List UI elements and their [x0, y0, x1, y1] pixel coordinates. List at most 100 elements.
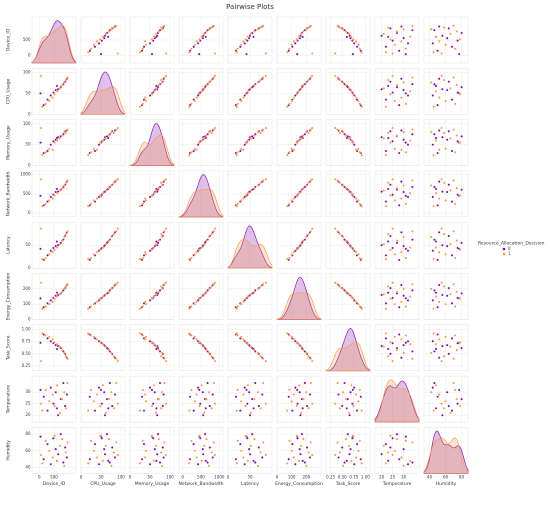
scatter-point	[249, 32, 253, 36]
scatter-point	[352, 38, 355, 41]
scatter-point	[344, 83, 348, 87]
scatter-point	[102, 391, 106, 394]
kde-area	[178, 189, 224, 218]
scatter-point	[236, 439, 239, 442]
scatter-point	[350, 191, 353, 195]
y-tick-label: 1.00	[22, 327, 31, 332]
scatter-point	[441, 293, 444, 297]
x-tick-label: 500	[197, 474, 205, 479]
scatter-point	[210, 131, 213, 135]
panel	[80, 324, 126, 371]
scatter-point	[65, 393, 69, 396]
x-tick-label: 50	[98, 474, 104, 479]
y-axis-label: Network_Bandwidth	[6, 171, 12, 216]
scatter-point	[460, 85, 463, 89]
scatter-point	[436, 333, 439, 336]
scatter-point	[341, 404, 344, 408]
scatter-point	[53, 248, 56, 251]
scatter-point	[411, 289, 414, 292]
scatter-point	[244, 141, 247, 144]
scatter-point	[384, 149, 388, 153]
scatter-point	[384, 153, 388, 157]
scatter-point	[246, 295, 249, 298]
y-tick-label: 0	[28, 210, 31, 215]
scatter-point	[58, 293, 62, 296]
scatter-point	[190, 102, 193, 106]
scatter-point	[212, 128, 216, 131]
scatter-point	[247, 391, 251, 394]
scatter-point	[344, 186, 348, 190]
scatter-point	[235, 409, 238, 412]
panel	[178, 427, 224, 474]
scatter-point	[449, 345, 452, 348]
y-axis-label: Device_ID	[6, 28, 12, 51]
scatter-point	[354, 250, 358, 254]
scatter-point	[161, 404, 164, 408]
scatter-point	[236, 388, 239, 392]
scatter-point	[384, 204, 388, 208]
scatter-point	[300, 345, 303, 348]
x-tick-label: 0.25	[326, 474, 335, 479]
panel	[423, 427, 469, 474]
scatter-point	[433, 28, 436, 32]
scatter-point	[98, 141, 102, 144]
scatter-point	[58, 87, 62, 90]
scatter-point	[193, 400, 196, 403]
scatter-point	[204, 35, 207, 39]
scatter-point	[236, 151, 239, 154]
scatter-point	[438, 300, 441, 304]
scatter-point	[436, 49, 439, 52]
scatter-point	[431, 249, 434, 252]
scatter-point	[402, 190, 405, 194]
scatter-point	[352, 141, 355, 144]
scatter-point	[154, 444, 158, 447]
scatter-point	[432, 105, 435, 108]
panel	[129, 273, 175, 320]
scatter-point	[235, 204, 238, 208]
scatter-point	[344, 437, 348, 441]
panel	[129, 221, 175, 269]
scatter-point	[244, 38, 247, 41]
scatter-point	[400, 356, 403, 359]
scatter-point	[447, 183, 450, 186]
x-tick-label: 0	[276, 474, 279, 479]
scatter-point	[256, 287, 260, 291]
scatter-point	[208, 404, 211, 408]
scatter-point	[402, 464, 405, 468]
scatter-point	[58, 243, 62, 246]
scatter-point	[334, 74, 337, 78]
scatter-point	[107, 348, 111, 352]
scatter-point	[384, 337, 388, 340]
scatter-point	[198, 38, 201, 41]
scatter-point	[432, 153, 435, 157]
scatter-point	[398, 103, 401, 107]
x-tick-label: 0	[38, 474, 41, 479]
panel	[423, 221, 469, 269]
scatter-point	[395, 85, 399, 89]
scatter-point	[48, 449, 51, 453]
scatter-point	[406, 340, 410, 343]
scatter-point	[188, 307, 191, 310]
y-tick-label: 0.75	[22, 339, 31, 344]
scatter-point	[387, 459, 390, 463]
scatter-point	[261, 393, 264, 396]
panel	[129, 324, 175, 371]
scatter-point	[212, 381, 216, 385]
kde-area	[276, 276, 322, 320]
x-tick-label: 100	[288, 474, 296, 479]
scatter-point	[200, 35, 203, 38]
scatter-point	[55, 347, 59, 351]
panel	[129, 375, 175, 423]
scatter-point	[452, 230, 455, 233]
scatter-point	[354, 197, 358, 200]
scatter-point	[338, 131, 342, 135]
scatter-point	[336, 24, 339, 28]
scatter-point	[213, 52, 217, 55]
scatter-point	[39, 247, 42, 251]
scatter-point	[61, 83, 64, 87]
scatter-point	[92, 449, 96, 453]
panel	[178, 375, 224, 423]
scatter-point	[153, 447, 156, 451]
scatter-point	[297, 139, 301, 142]
scatter-point	[262, 128, 265, 131]
